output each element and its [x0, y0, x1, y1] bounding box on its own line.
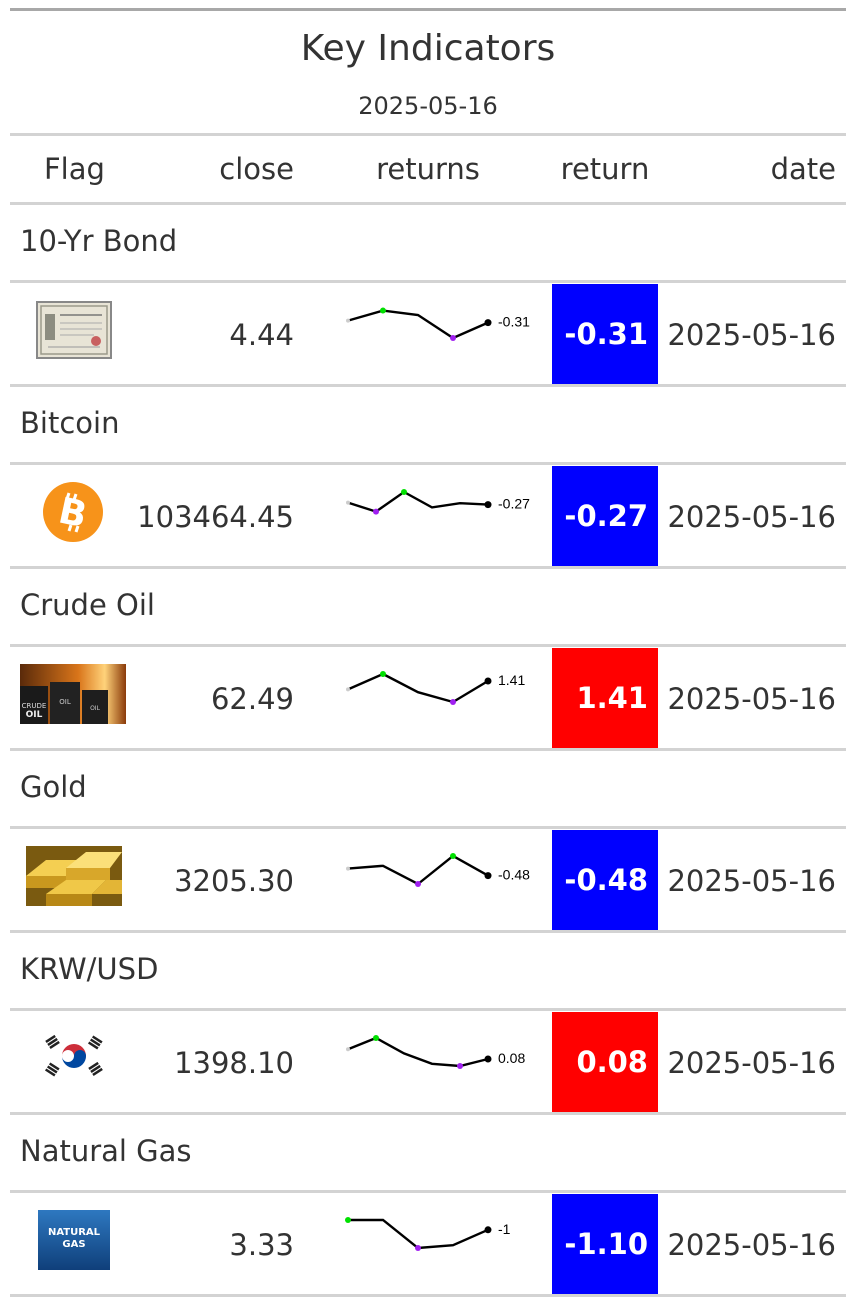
sparkline-end-label: -0.31 — [498, 314, 530, 330]
table-top-border — [10, 8, 846, 11]
sparkline-path — [347, 672, 489, 704]
returns-sparkline: -0.27 — [346, 489, 530, 515]
sparkline-start-point — [346, 500, 350, 505]
row-divider — [10, 384, 846, 387]
sparkline-start-point — [346, 1047, 350, 1052]
date-value: 2025-05-16 — [667, 682, 836, 716]
sparkline-path — [347, 854, 489, 886]
row-divider — [10, 1112, 846, 1115]
bond-certificate-icon — [36, 301, 112, 363]
group-divider — [10, 1008, 846, 1011]
group-label: Natural Gas — [20, 1134, 192, 1168]
return-badge: 0.08 — [552, 1012, 658, 1112]
date-value: 2025-05-16 — [667, 864, 836, 898]
table-subtitle: 2025-05-16 — [358, 92, 498, 120]
svg-text:CRUDE: CRUDE — [22, 702, 47, 710]
sparkline-high-point — [401, 489, 407, 495]
svg-text:GAS: GAS — [62, 1239, 85, 1250]
sparkline-end-point — [484, 1055, 492, 1063]
gold-bars-icon — [26, 846, 122, 910]
group-divider — [10, 1190, 846, 1193]
sparkline-start-point — [346, 866, 350, 871]
group-divider — [10, 826, 846, 829]
sparkline-low-point — [450, 335, 456, 341]
return-badge: 1.41 — [552, 648, 658, 748]
row-divider — [10, 748, 846, 751]
return-badge: -0.31 — [552, 284, 658, 384]
column-header-close[interactable]: close — [219, 152, 294, 186]
svg-text:OIL: OIL — [90, 705, 100, 712]
sparkline-end-label: 1.41 — [498, 672, 525, 688]
sparkline-path — [347, 309, 489, 340]
natural-gas-icon: NATURAL GAS — [38, 1210, 110, 1274]
sparkline-low-point — [450, 699, 456, 705]
group-label: Bitcoin — [20, 406, 120, 440]
sparkline-path — [348, 1218, 489, 1250]
sparkline-end-label: -0.27 — [498, 496, 530, 512]
sparkline-high-point — [450, 853, 456, 859]
row-divider — [10, 930, 846, 933]
sparkline-high-point — [373, 1035, 379, 1041]
sparkline-path — [347, 490, 489, 513]
group-label: 10-Yr Bond — [20, 224, 178, 258]
svg-text:OIL: OIL — [59, 698, 71, 706]
close-value: 3205.30 — [174, 864, 294, 898]
south-korea-flag-icon — [41, 1032, 107, 1084]
sparkline-end-point — [484, 319, 492, 327]
return-badge: -1.10 — [552, 1194, 658, 1294]
group-label: Crude Oil — [20, 588, 155, 622]
close-value: 1398.10 — [174, 1046, 294, 1080]
close-value: 62.49 — [210, 682, 294, 716]
header-bottom-border — [10, 202, 846, 205]
sparkline-path — [347, 1036, 489, 1068]
returns-sparkline: 1.41 — [346, 671, 525, 705]
close-value: 3.33 — [229, 1228, 294, 1262]
column-header-returns[interactable]: returns — [376, 152, 480, 186]
sparkline-end-label: -1 — [498, 1221, 511, 1237]
sparkline-high-point — [380, 307, 386, 314]
column-header-flag[interactable]: Flag — [44, 152, 105, 186]
group-label: Gold — [20, 770, 87, 804]
sparkline-start-point — [346, 687, 350, 692]
header-top-border — [10, 133, 846, 136]
table-title: Key Indicators — [300, 28, 556, 69]
group-divider — [10, 280, 846, 283]
return-badge: -0.27 — [552, 466, 658, 566]
sparkline-low-point — [373, 508, 379, 515]
returns-sparkline: 0.08 — [346, 1035, 525, 1069]
sparkline-start-point — [346, 318, 350, 323]
column-header-return[interactable]: return — [560, 152, 650, 186]
sparkline-low-point — [415, 1245, 421, 1251]
sparkline-low-point — [457, 1063, 463, 1069]
date-value: 2025-05-16 — [667, 1046, 836, 1080]
sparkline-end-point — [484, 872, 492, 880]
returns-sparkline: -0.31 — [346, 307, 530, 341]
date-value: 2025-05-16 — [667, 318, 836, 352]
close-value: 4.44 — [229, 318, 294, 352]
row-divider — [10, 566, 846, 569]
sparkline-end-label: 0.08 — [498, 1050, 525, 1066]
sparkline-end-point — [484, 677, 492, 685]
group-divider — [10, 462, 846, 465]
returns-sparkline: -0.48 — [346, 853, 530, 887]
sparkline-end-point — [484, 1226, 492, 1234]
sparkline-low-point — [415, 881, 421, 887]
row-divider — [10, 1294, 846, 1297]
date-value: 2025-05-16 — [667, 500, 836, 534]
svg-text:OIL: OIL — [26, 710, 43, 720]
crude-oil-barrels-icon: CRUDE OIL OIL OIL — [20, 664, 126, 728]
svg-text:NATURAL: NATURAL — [48, 1227, 101, 1238]
bitcoin-icon: B — [42, 481, 104, 547]
column-header-date[interactable]: date — [770, 152, 836, 186]
sparkline-end-label: -0.48 — [498, 867, 530, 883]
group-label: KRW/USD — [20, 952, 159, 986]
group-divider — [10, 644, 846, 647]
sparkline-high-point — [345, 1217, 351, 1223]
returns-sparkline: -1 — [345, 1217, 511, 1251]
return-badge: -0.48 — [552, 830, 658, 930]
close-value: 103464.45 — [137, 500, 294, 534]
sparkline-high-point — [380, 671, 386, 677]
sparkline-end-point — [484, 501, 492, 509]
date-value: 2025-05-16 — [667, 1228, 836, 1262]
